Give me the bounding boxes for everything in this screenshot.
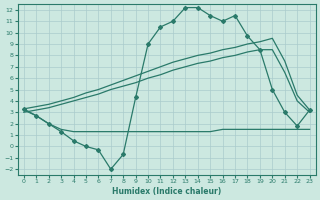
X-axis label: Humidex (Indice chaleur): Humidex (Indice chaleur) — [112, 187, 221, 196]
